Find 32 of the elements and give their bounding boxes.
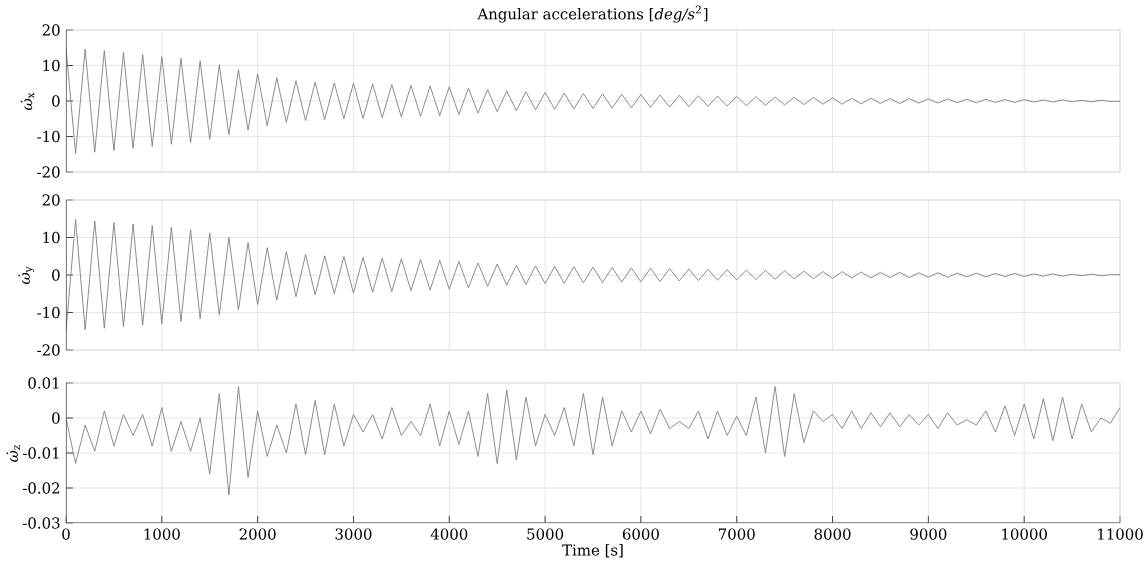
x-tick-label: 3000 — [335, 528, 372, 540]
y-tick-label: 10 — [43, 59, 60, 72]
y-axis-title: ω̇$_{z}$ — [6, 445, 20, 462]
x-tick-label: 8000 — [814, 528, 851, 540]
x-tick-label: 5000 — [527, 528, 564, 540]
x-tick-label: 4000 — [430, 528, 468, 540]
x-tick-label: 1000 — [144, 528, 180, 540]
y-tick-label: -10 — [37, 306, 60, 319]
y-tick-label: -0.01 — [22, 447, 59, 459]
x-tick-label: 10000 — [1002, 528, 1047, 540]
x-tick-label: 11000 — [1098, 528, 1143, 540]
chart-title: Angular accelerations [deg/s$^{2}$] — [477, 5, 708, 23]
y-tick-label: 0 — [52, 412, 60, 424]
x-tick-label: 6000 — [622, 528, 659, 540]
y-tick-label: 10 — [43, 231, 60, 244]
y-tick-label: -20 — [37, 344, 60, 356]
y-tick-label: -20 — [37, 166, 60, 178]
x-axis-title: Time [s] — [562, 544, 623, 558]
x-tick-label: 9000 — [910, 528, 947, 540]
y-tick-label: -0.03 — [22, 517, 60, 529]
y-tick-label: 20 — [42, 194, 60, 206]
x-tick-label: 0 — [62, 528, 70, 540]
y-tick-label: 0 — [52, 269, 60, 281]
x-tick-label: 7000 — [718, 528, 755, 540]
y-tick-label: 0 — [52, 95, 60, 107]
y-tick-label: -10 — [37, 130, 60, 143]
y-axis-title: ω̇$_{y}$ — [18, 266, 35, 285]
y-tick-label: 0.01 — [28, 377, 59, 389]
y-tick-label: -0.02 — [22, 482, 60, 494]
y-axis-title: ω̇$_{x}$ — [20, 92, 35, 111]
y-tick-label: 20 — [42, 24, 60, 36]
x-tick-label: 2000 — [239, 528, 276, 540]
